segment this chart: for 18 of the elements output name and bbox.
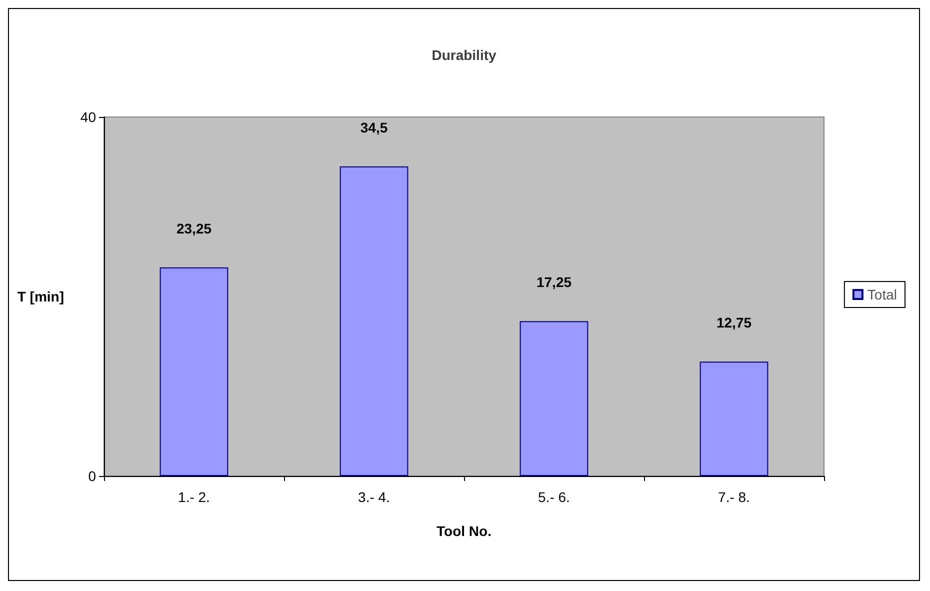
bar <box>700 362 768 476</box>
x-tick-label: 7.- 8. <box>718 489 750 505</box>
y-axis-title: T [min] <box>17 288 64 304</box>
bar <box>520 321 588 476</box>
y-tick-label: 40 <box>80 109 96 125</box>
data-label: 34,5 <box>360 119 388 136</box>
legend-label: Total <box>867 286 898 302</box>
bar <box>340 166 408 476</box>
x-tick-label: 5.- 6. <box>538 489 570 505</box>
chart-title: Durability <box>432 47 496 63</box>
data-label: 17,25 <box>536 274 572 290</box>
x-axis-title: Tool No. <box>436 523 492 539</box>
x-tick-label: 1.- 2. <box>178 489 210 505</box>
y-tick-label: 0 <box>88 468 96 484</box>
data-label: 12,75 <box>716 314 752 331</box>
data-label: 23,25 <box>176 220 212 236</box>
x-tick-label: 3.- 4. <box>358 489 390 505</box>
bar <box>160 267 228 476</box>
